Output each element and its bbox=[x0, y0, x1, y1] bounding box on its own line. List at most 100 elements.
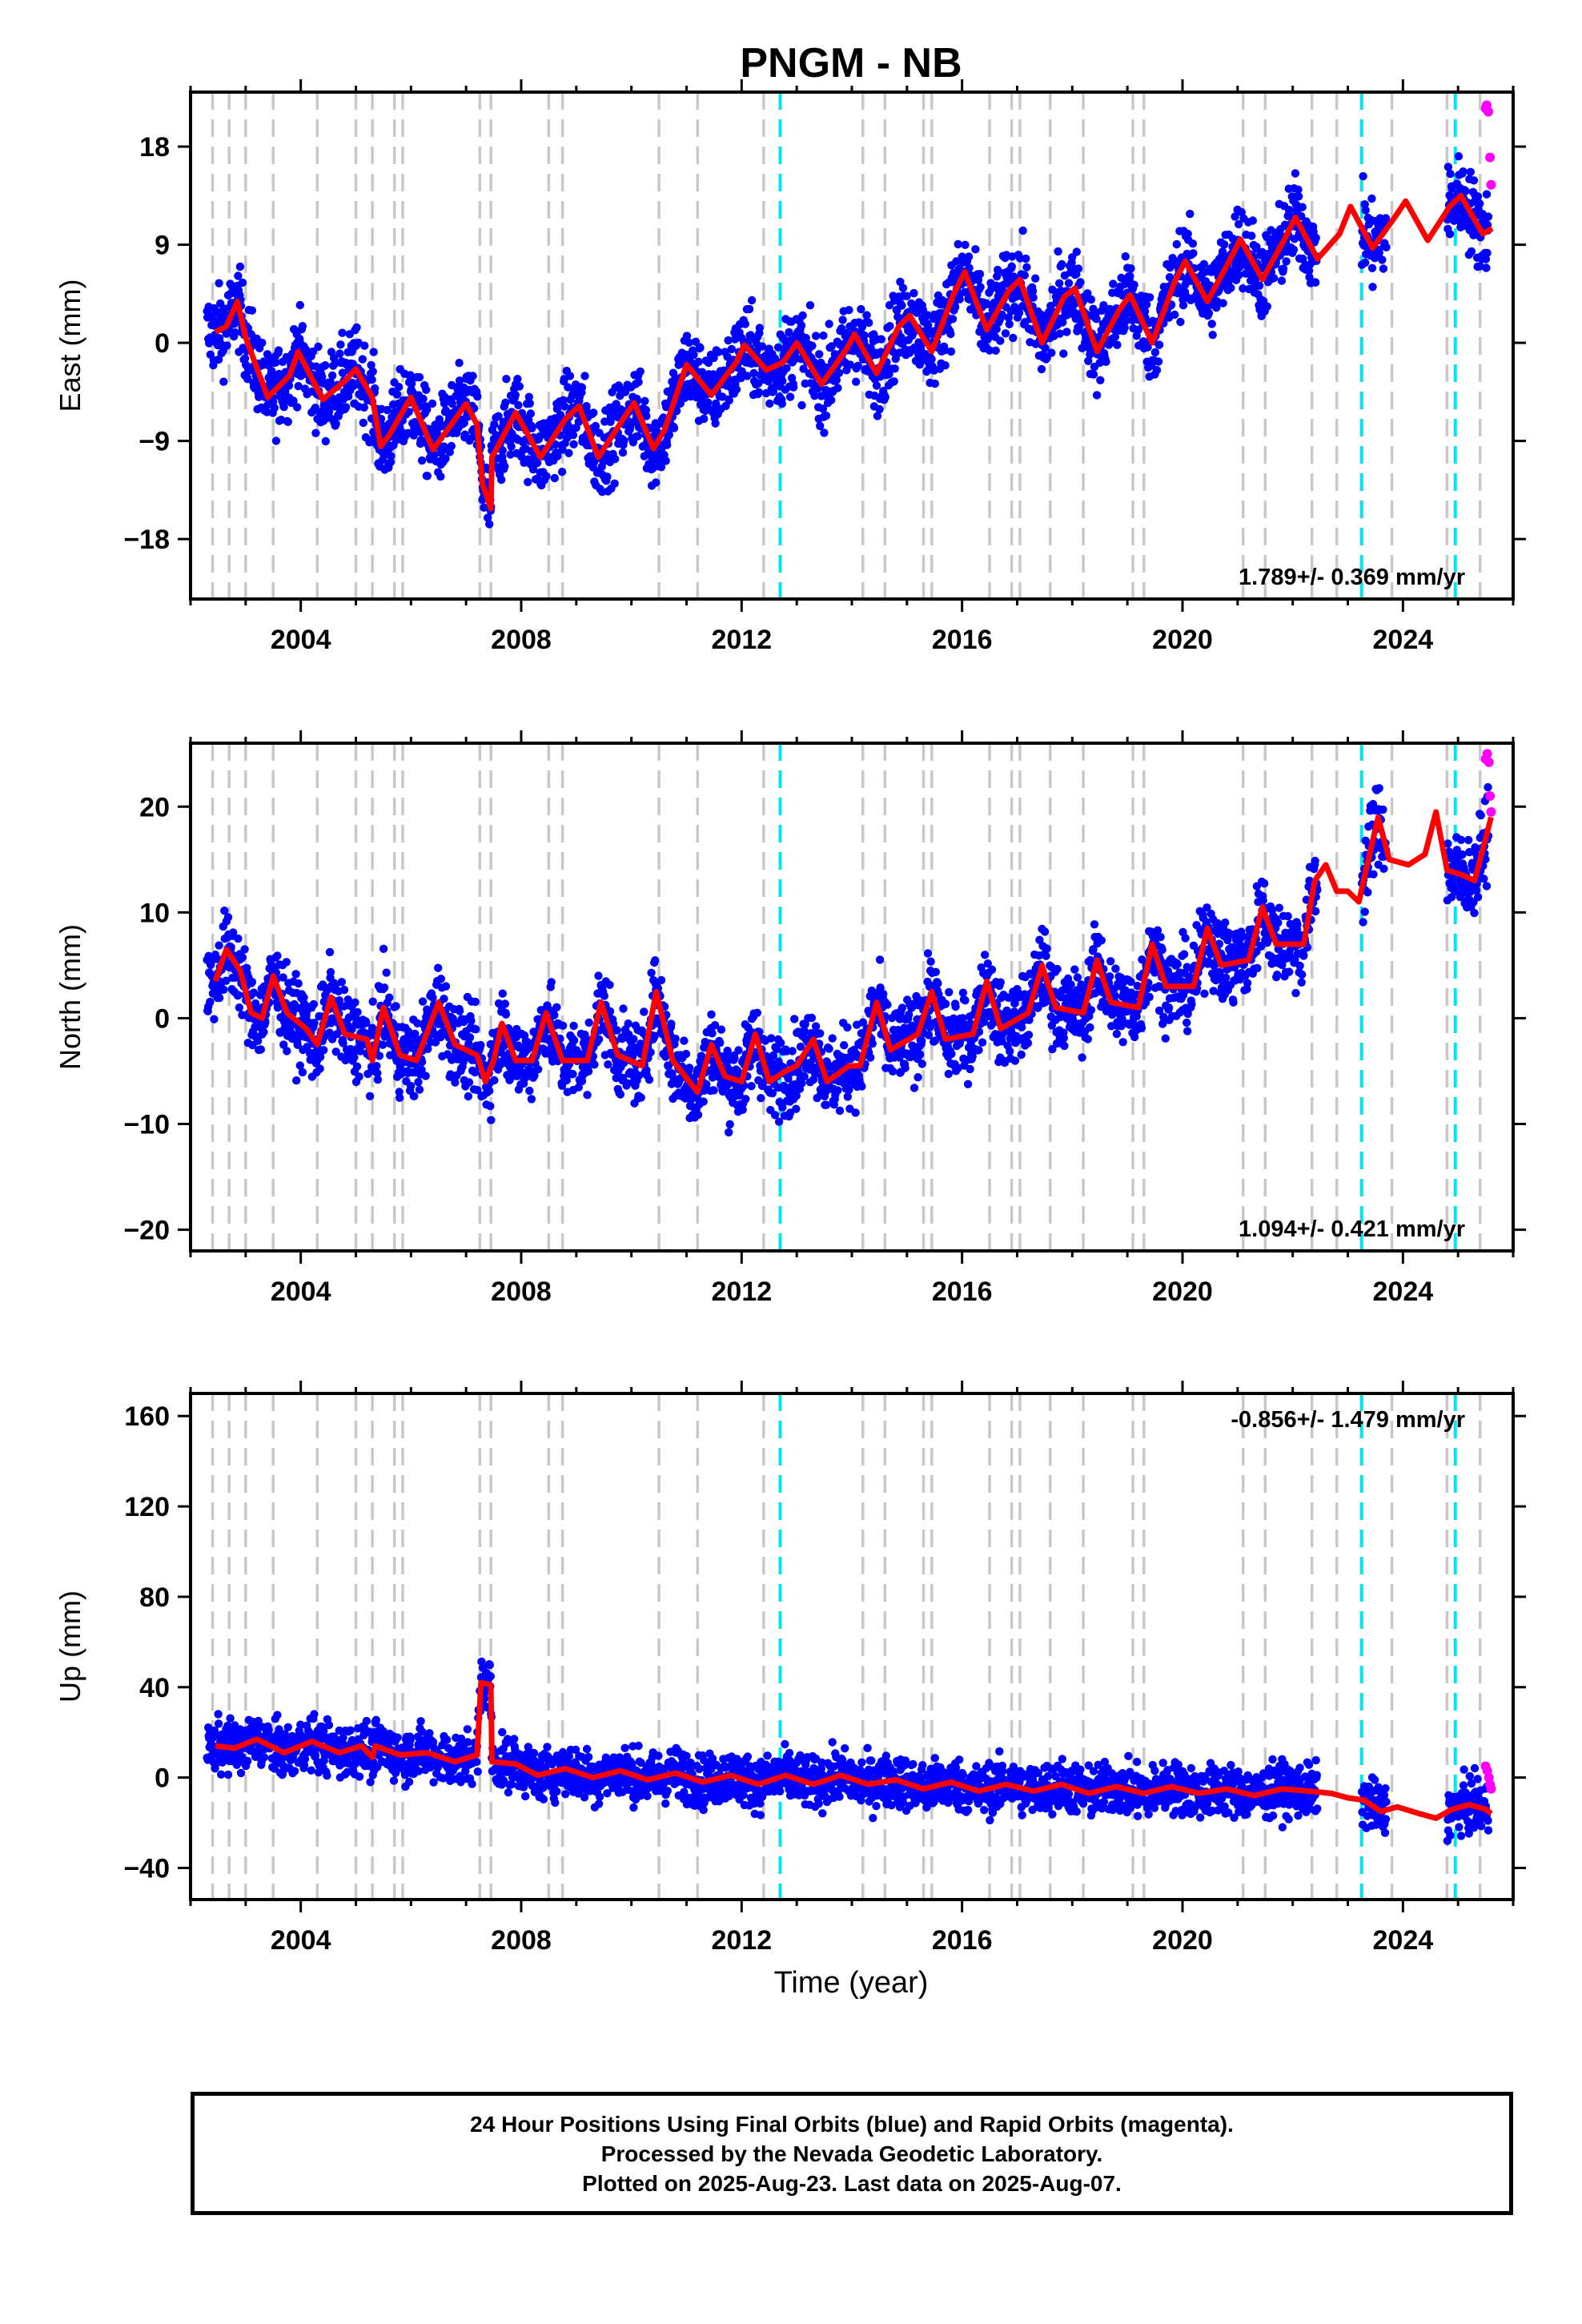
data-point bbox=[1189, 249, 1198, 258]
data-point bbox=[1005, 993, 1014, 1003]
data-point bbox=[825, 320, 833, 328]
y-tick-label: 18 bbox=[139, 132, 170, 163]
data-point bbox=[612, 1026, 621, 1035]
data-point bbox=[315, 1052, 325, 1062]
data-point bbox=[358, 355, 367, 364]
data-point bbox=[1212, 304, 1221, 312]
data-point bbox=[754, 379, 763, 388]
data-point bbox=[845, 306, 853, 315]
data-point bbox=[782, 364, 791, 372]
data-point bbox=[702, 1080, 711, 1089]
data-point bbox=[294, 382, 303, 391]
data-point bbox=[792, 1104, 801, 1113]
data-point bbox=[240, 945, 249, 954]
data-point bbox=[811, 1022, 821, 1031]
data-point bbox=[923, 949, 933, 958]
data-point bbox=[249, 988, 259, 997]
data-point bbox=[560, 402, 569, 411]
data-point bbox=[991, 346, 1000, 355]
data-point bbox=[564, 383, 572, 392]
data-point bbox=[693, 1110, 703, 1120]
data-point bbox=[1086, 295, 1096, 304]
data-point bbox=[1291, 169, 1300, 178]
data-point bbox=[834, 368, 844, 377]
data-point bbox=[584, 1018, 593, 1027]
data-point bbox=[206, 997, 215, 1007]
data-point bbox=[923, 311, 932, 320]
data-point bbox=[800, 1072, 809, 1081]
data-point bbox=[568, 431, 578, 440]
data-point bbox=[732, 385, 741, 394]
data-point bbox=[387, 452, 396, 460]
data-point bbox=[727, 344, 736, 354]
data-point bbox=[327, 371, 337, 380]
chart-title: PNGM - NB bbox=[740, 40, 962, 86]
data-point bbox=[883, 1000, 892, 1009]
y-tick-label: 9 bbox=[155, 231, 170, 261]
data-point bbox=[415, 372, 424, 382]
data-point bbox=[526, 409, 536, 418]
data-point bbox=[1473, 192, 1483, 201]
data-point bbox=[386, 457, 396, 467]
data-point bbox=[954, 239, 962, 249]
data-point bbox=[1466, 167, 1476, 176]
data-point bbox=[417, 1065, 426, 1075]
data-point bbox=[219, 985, 228, 995]
data-point bbox=[896, 277, 905, 287]
data-point bbox=[1172, 239, 1182, 249]
data-point bbox=[966, 1064, 974, 1074]
data-point bbox=[565, 372, 575, 380]
data-point bbox=[772, 1044, 781, 1054]
data-point bbox=[1018, 226, 1027, 235]
data-point bbox=[447, 441, 456, 451]
data-point bbox=[942, 999, 950, 1008]
data-point bbox=[651, 956, 660, 965]
data-point bbox=[1047, 348, 1056, 357]
data-point bbox=[872, 381, 881, 390]
data-point bbox=[852, 377, 861, 386]
data-point bbox=[580, 1030, 589, 1039]
data-point bbox=[219, 377, 228, 386]
data-point bbox=[321, 436, 330, 446]
data-point bbox=[350, 1053, 359, 1062]
data-point bbox=[1120, 323, 1129, 332]
data-point bbox=[418, 997, 428, 1006]
data-point bbox=[367, 360, 375, 370]
data-point bbox=[747, 296, 757, 305]
data-point bbox=[605, 980, 614, 990]
data-point bbox=[700, 414, 709, 424]
data-point bbox=[1005, 320, 1014, 328]
data-point bbox=[1058, 318, 1067, 327]
data-point bbox=[558, 445, 567, 454]
data-point bbox=[362, 1019, 371, 1027]
data-point bbox=[758, 1079, 768, 1088]
data-point bbox=[311, 428, 320, 437]
data-point bbox=[838, 316, 847, 324]
data-point bbox=[382, 968, 391, 977]
data-point bbox=[699, 1097, 708, 1106]
data-point bbox=[468, 372, 477, 380]
data-point bbox=[594, 1035, 604, 1044]
data-point bbox=[379, 983, 389, 992]
data-point bbox=[805, 301, 815, 310]
data-point bbox=[1231, 212, 1239, 221]
data-point bbox=[792, 1092, 801, 1100]
data-point bbox=[365, 1092, 375, 1101]
data-point bbox=[408, 1043, 416, 1052]
data-point bbox=[770, 1111, 780, 1120]
panel-north: 2004 2008 2012 2016 2020 2024−20−1001020North… bbox=[54, 730, 1526, 1307]
rate-label: 1.789+/- 0.369 mm/yr bbox=[1239, 565, 1465, 590]
data-point bbox=[220, 907, 229, 915]
data-point bbox=[948, 315, 958, 324]
data-point bbox=[975, 270, 985, 279]
data-point bbox=[299, 993, 308, 1002]
data-point bbox=[441, 454, 450, 463]
data-point bbox=[569, 440, 578, 448]
data-point bbox=[845, 360, 855, 369]
data-point bbox=[1311, 278, 1320, 287]
data-point bbox=[835, 1106, 845, 1116]
data-point bbox=[646, 1047, 655, 1057]
data-point bbox=[1109, 279, 1118, 288]
data-point bbox=[946, 329, 955, 339]
data-point bbox=[993, 272, 1002, 281]
